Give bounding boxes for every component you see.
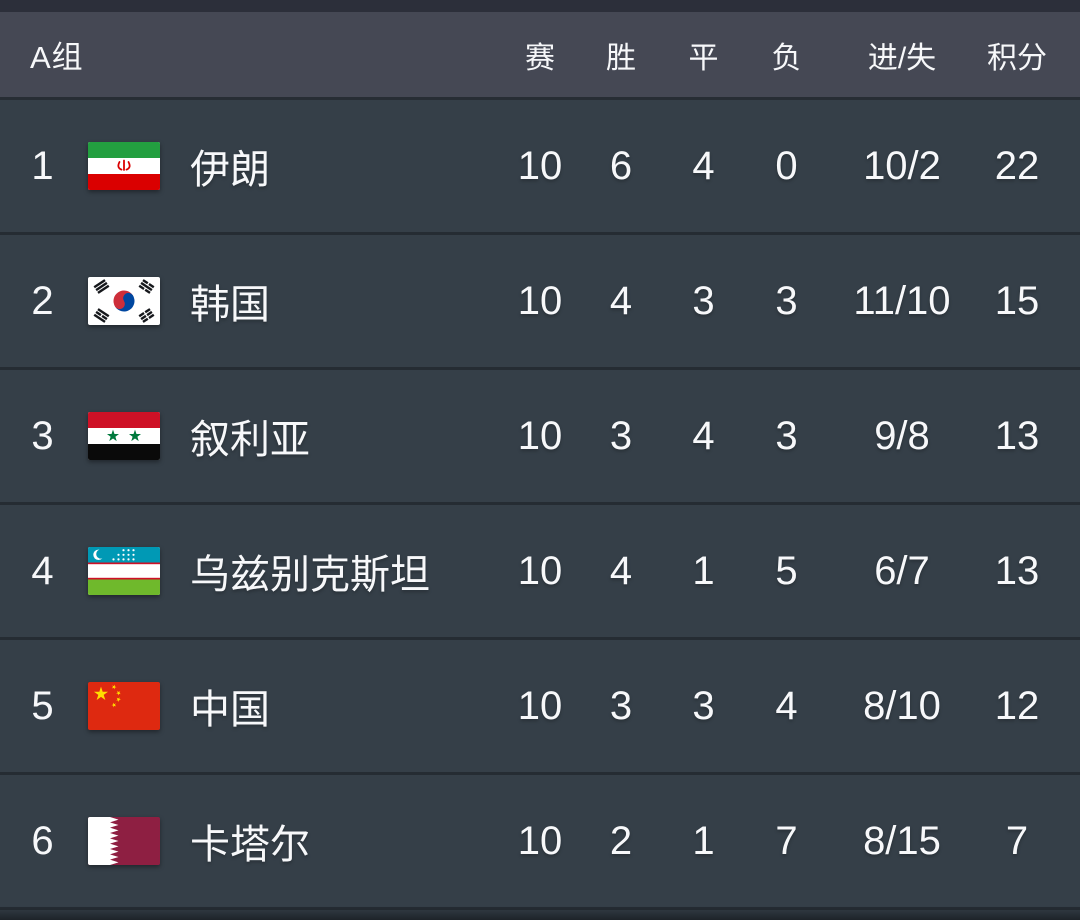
table-row-iran[interactable]: 1 伊朗 10 6 4 0 10/2 22 (0, 100, 1080, 235)
stat-drawn: 3 (692, 683, 715, 728)
rank-cell: 4 (31, 548, 54, 593)
team-name: 叙利亚 (190, 418, 310, 462)
stat-drawn: 1 (692, 818, 715, 863)
table-row-uzbekistan[interactable]: 4 乌兹别克斯坦 10 (0, 505, 1080, 640)
stat-played: 10 (517, 143, 563, 188)
stat-lost: 4 (775, 683, 798, 728)
team-name: 中国 (190, 688, 270, 732)
stat-lost: 3 (775, 278, 798, 323)
china-flag-icon (88, 682, 160, 730)
team-name: 乌兹别克斯坦 (190, 553, 430, 597)
group-label: A组 (30, 40, 84, 75)
stat-played: 10 (517, 278, 563, 323)
south-korea-flag-icon (88, 277, 160, 325)
stat-goals: 8/10 (863, 683, 941, 728)
stat-goals: 9/8 (874, 413, 930, 458)
top-strip (0, 0, 1080, 12)
stat-points: 7 (1005, 818, 1029, 863)
stat-drawn: 1 (692, 548, 715, 593)
stat-won: 4 (609, 548, 633, 593)
team-name: 伊朗 (190, 148, 270, 192)
stat-points: 12 (994, 683, 1040, 728)
stat-played: 10 (517, 413, 563, 458)
rank-cell: 2 (31, 278, 54, 323)
stat-lost: 3 (775, 413, 798, 458)
stat-drawn: 3 (692, 278, 715, 323)
uzbekistan-flag-icon (88, 547, 160, 595)
team-name: 卡塔尔 (190, 823, 310, 867)
qatar-flag-icon (88, 817, 160, 865)
col-header-played: 赛 (525, 41, 555, 75)
stat-won: 6 (609, 143, 633, 188)
rank-cell: 5 (31, 683, 54, 728)
stat-played: 10 (517, 818, 563, 863)
table-row-south-korea[interactable]: 2 (0, 235, 1080, 370)
rank-cell: 3 (31, 413, 54, 458)
flag-cell (85, 412, 190, 460)
stat-won: 2 (609, 818, 633, 863)
col-header-goals: 进/失 (867, 41, 937, 75)
rank-cell: 6 (31, 818, 54, 863)
stat-points: 22 (994, 143, 1040, 188)
flag-cell (85, 142, 190, 190)
stat-goals: 10/2 (863, 143, 941, 188)
stat-won: 3 (609, 413, 633, 458)
stat-points: 15 (994, 278, 1040, 323)
stat-played: 10 (517, 683, 563, 728)
col-header-points: 积分 (987, 41, 1047, 75)
stat-played: 10 (517, 548, 563, 593)
stat-goals: 8/15 (863, 818, 941, 863)
flag-cell (85, 682, 190, 730)
team-name: 韩国 (190, 283, 270, 327)
stat-won: 3 (609, 683, 633, 728)
syria-flag-icon (88, 412, 160, 460)
table-row-china[interactable]: 5 中国 10 3 3 4 8/10 12 (0, 640, 1080, 775)
stat-lost: 5 (775, 548, 798, 593)
flag-cell (85, 547, 190, 595)
table-header: A组 赛 胜 平 负 进/失 积分 (0, 12, 1080, 100)
stat-lost: 7 (775, 818, 798, 863)
rank-cell: 1 (31, 143, 54, 188)
stat-drawn: 4 (692, 413, 715, 458)
col-header-won: 胜 (606, 41, 636, 75)
table-row-qatar[interactable]: 6 卡塔尔 10 2 1 7 8/15 7 (0, 775, 1080, 910)
stat-drawn: 4 (692, 143, 715, 188)
stat-goals: 11/10 (853, 278, 951, 323)
stat-won: 4 (609, 278, 633, 323)
flag-cell (85, 277, 190, 325)
col-header-drawn: 平 (688, 41, 719, 75)
stat-points: 13 (994, 548, 1040, 593)
stat-lost: 0 (775, 143, 798, 188)
col-header-lost: 负 (771, 41, 802, 75)
flag-cell (85, 817, 190, 865)
table-row-syria[interactable]: 3 叙利亚 10 3 4 3 9/8 13 (0, 370, 1080, 505)
stat-points: 13 (994, 413, 1040, 458)
iran-flag-icon (88, 142, 160, 190)
stat-goals: 6/7 (874, 548, 930, 593)
